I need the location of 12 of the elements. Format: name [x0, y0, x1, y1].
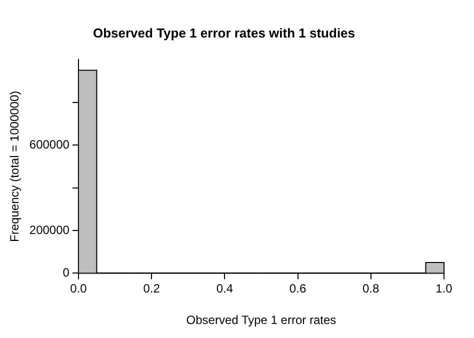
x-tick-label: 0.2 [143, 282, 160, 296]
x-tick-label: 0.6 [289, 282, 306, 296]
x-axis-title: Observed Type 1 error rates [186, 313, 336, 328]
y-tick-label: 0 [62, 266, 70, 280]
x-tick-label: 0.8 [362, 282, 380, 296]
x-tick-label: 0.4 [216, 282, 234, 296]
x-tick-label: 0.0 [70, 282, 88, 296]
chart-title: Observed Type 1 error rates with 1 studies [92, 25, 356, 40]
x-tick-label: 1.0 [436, 282, 453, 296]
y-axis-title: Frequency (total = 1000000) [8, 90, 22, 242]
y-tick-label: 200000 [29, 222, 70, 237]
y-tick-label: 600000 [29, 137, 70, 152]
